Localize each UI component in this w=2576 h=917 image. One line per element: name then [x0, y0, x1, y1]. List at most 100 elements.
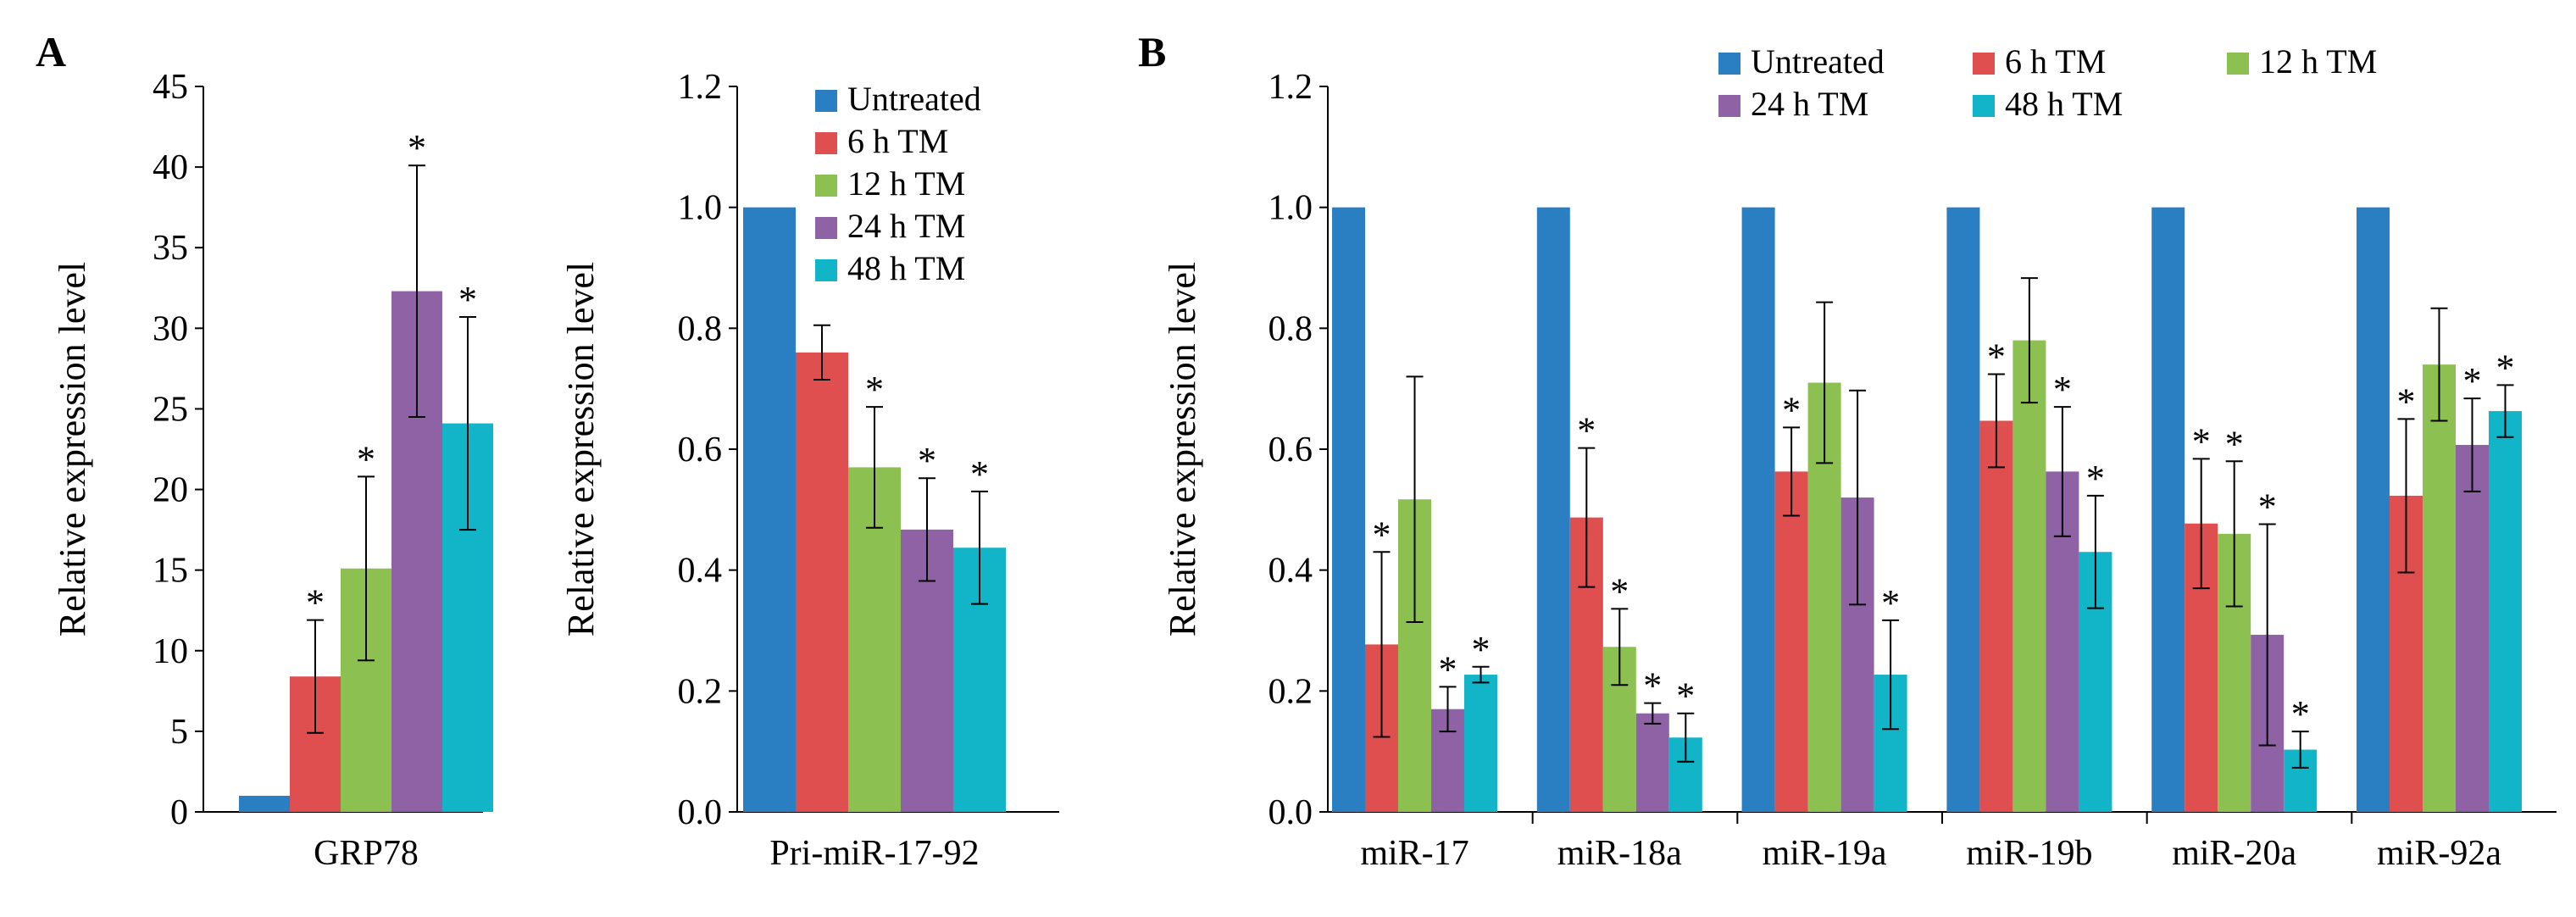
- significance-star: *: [357, 438, 375, 480]
- significance-star: *: [918, 440, 936, 481]
- significance-star: *: [970, 453, 989, 495]
- legend-label: Untreated: [847, 80, 981, 118]
- legend-swatch: [1718, 53, 1740, 75]
- significance-star: *: [2496, 347, 2515, 388]
- legend-swatch: [2227, 53, 2249, 75]
- chart-primir: 0.0 0.2 0.4 0.6 0.8 1.0 1.2 Relative expression…: [560, 68, 1059, 873]
- y-tick-label: 0.2: [1269, 672, 1313, 711]
- y-tick-label: 1.0: [1269, 189, 1313, 228]
- y-tick-label: 0.6: [1269, 431, 1313, 470]
- x-category-label: miR-18a: [1557, 834, 1682, 873]
- legend-swatch: [815, 259, 837, 281]
- bar-mir-92a-12-h-tm: [2423, 364, 2456, 813]
- legend-swatch: [815, 175, 837, 197]
- significance-star: *: [458, 279, 477, 320]
- y-tick-label: 30: [153, 309, 188, 348]
- significance-star: *: [1472, 629, 1491, 670]
- y-tick-label: 15: [153, 552, 188, 591]
- y-tick-label: 0.6: [678, 431, 723, 470]
- significance-star: *: [1577, 410, 1596, 452]
- significance-star: *: [1676, 675, 1695, 717]
- x-category-label: miR-19b: [1966, 834, 2092, 873]
- x-category-label: GRP78: [314, 834, 419, 873]
- x-category-label: miR-17: [1360, 834, 1468, 873]
- bar-mir-19b-untreated: [1946, 207, 1980, 812]
- y-tick-label: 0.4: [1269, 552, 1313, 591]
- y-tick-label: 10: [153, 632, 188, 671]
- bar-mir-92a-untreated: [2357, 207, 2390, 812]
- bar-pri-mir-17-92-untreated: [743, 207, 796, 812]
- legend-label: Untreated: [1751, 42, 1885, 81]
- y-tick-label: 1.2: [1269, 68, 1313, 107]
- legend-label: 6 h TM: [2005, 42, 2106, 81]
- legend-label: 12 h TM: [2259, 42, 2377, 81]
- y-tick-label: 35: [153, 229, 188, 268]
- legend-label: 12 h TM: [847, 164, 965, 203]
- y-tick-label: 1.0: [678, 189, 723, 228]
- y-tick-label: 5: [170, 713, 188, 752]
- y-tick-label: 40: [153, 148, 188, 187]
- bar-mir-19a-6-h-tm: [1774, 471, 1808, 812]
- bar-mir-92a-24-h-tm: [2456, 445, 2489, 812]
- bar-mir-17-48-h-tm: [1464, 675, 1497, 812]
- significance-star: *: [1987, 336, 2006, 378]
- x-category-label: miR-20a: [2172, 834, 2296, 873]
- significance-star: *: [408, 127, 426, 169]
- chart-mirs: 0.0 0.2 0.4 0.6 0.8 1.0 1.2 Relative expression…: [1162, 42, 2557, 873]
- significance-star: *: [2258, 486, 2277, 527]
- significance-star: *: [306, 582, 325, 624]
- significance-star: *: [1373, 514, 1391, 555]
- legend-label: 24 h TM: [847, 207, 965, 245]
- legend-swatch: [1718, 95, 1740, 117]
- bar-mir-20a-untreated: [2151, 207, 2185, 812]
- bar-mir-18a-untreated: [1536, 207, 1570, 812]
- legend-swatch: [815, 90, 837, 112]
- y-axis-title: Relative expression level: [1162, 262, 1203, 636]
- significance-star: *: [865, 369, 884, 410]
- significance-star: *: [2053, 369, 2072, 410]
- significance-star: *: [1439, 648, 1457, 690]
- significance-star: *: [2291, 693, 2310, 735]
- bar-pri-mir-17-92-6-h-tm: [796, 352, 848, 812]
- y-tick-label: 0.4: [678, 552, 723, 591]
- significance-star: *: [1610, 570, 1629, 612]
- x-category-label: miR-92a: [2377, 834, 2501, 873]
- bar-mir-17-untreated: [1332, 207, 1365, 812]
- x-category-label: miR-19a: [1763, 834, 1887, 873]
- y-tick-label: 45: [153, 68, 188, 107]
- legend-label: 6 h TM: [847, 122, 948, 160]
- panel-label-a: A: [36, 28, 66, 75]
- significance-star: *: [2086, 458, 2105, 499]
- y-tick-label: 25: [153, 390, 188, 429]
- y-tick-label: 0.8: [678, 309, 723, 348]
- x-category-label: Pri-miR-17-92: [769, 834, 979, 873]
- y-tick-label: 0: [170, 793, 188, 832]
- y-axis-title: Relative expression level: [52, 262, 93, 636]
- legend-label: 48 h TM: [2005, 85, 2123, 123]
- bar-mir-19a-untreated: [1741, 207, 1775, 812]
- panel-label-b: B: [1138, 28, 1166, 75]
- y-tick-label: 0.8: [1269, 309, 1313, 348]
- significance-star: *: [1782, 389, 1801, 431]
- legend-swatch: [815, 217, 837, 239]
- significance-star: *: [2192, 420, 2211, 462]
- significance-star: *: [2463, 360, 2482, 402]
- legend-swatch: [1973, 95, 1995, 117]
- y-tick-label: 0.0: [1269, 793, 1313, 832]
- legend-swatch: [1973, 53, 1995, 75]
- bar-mir-92a-48-h-tm: [2489, 411, 2522, 812]
- significance-star: *: [2225, 423, 2244, 464]
- significance-star: *: [1881, 582, 1900, 624]
- bar-grp78-untreated: [239, 795, 290, 812]
- bar-mir-19b-12-h-tm: [2012, 340, 2046, 813]
- significance-star: *: [1643, 665, 1662, 707]
- significance-star: *: [2397, 381, 2416, 422]
- y-tick-label: 1.2: [678, 68, 723, 107]
- bar-mir-18a-24-h-tm: [1635, 713, 1669, 812]
- y-tick-label: 0.0: [678, 793, 723, 832]
- legend-swatch: [815, 132, 837, 154]
- chart-grp78: 0 5 10 15 20 25 30 35 40 45 Relative expression le…: [52, 68, 493, 873]
- legend-label: 24 h TM: [1751, 85, 1868, 123]
- y-axis-title: Relative expression level: [560, 262, 602, 636]
